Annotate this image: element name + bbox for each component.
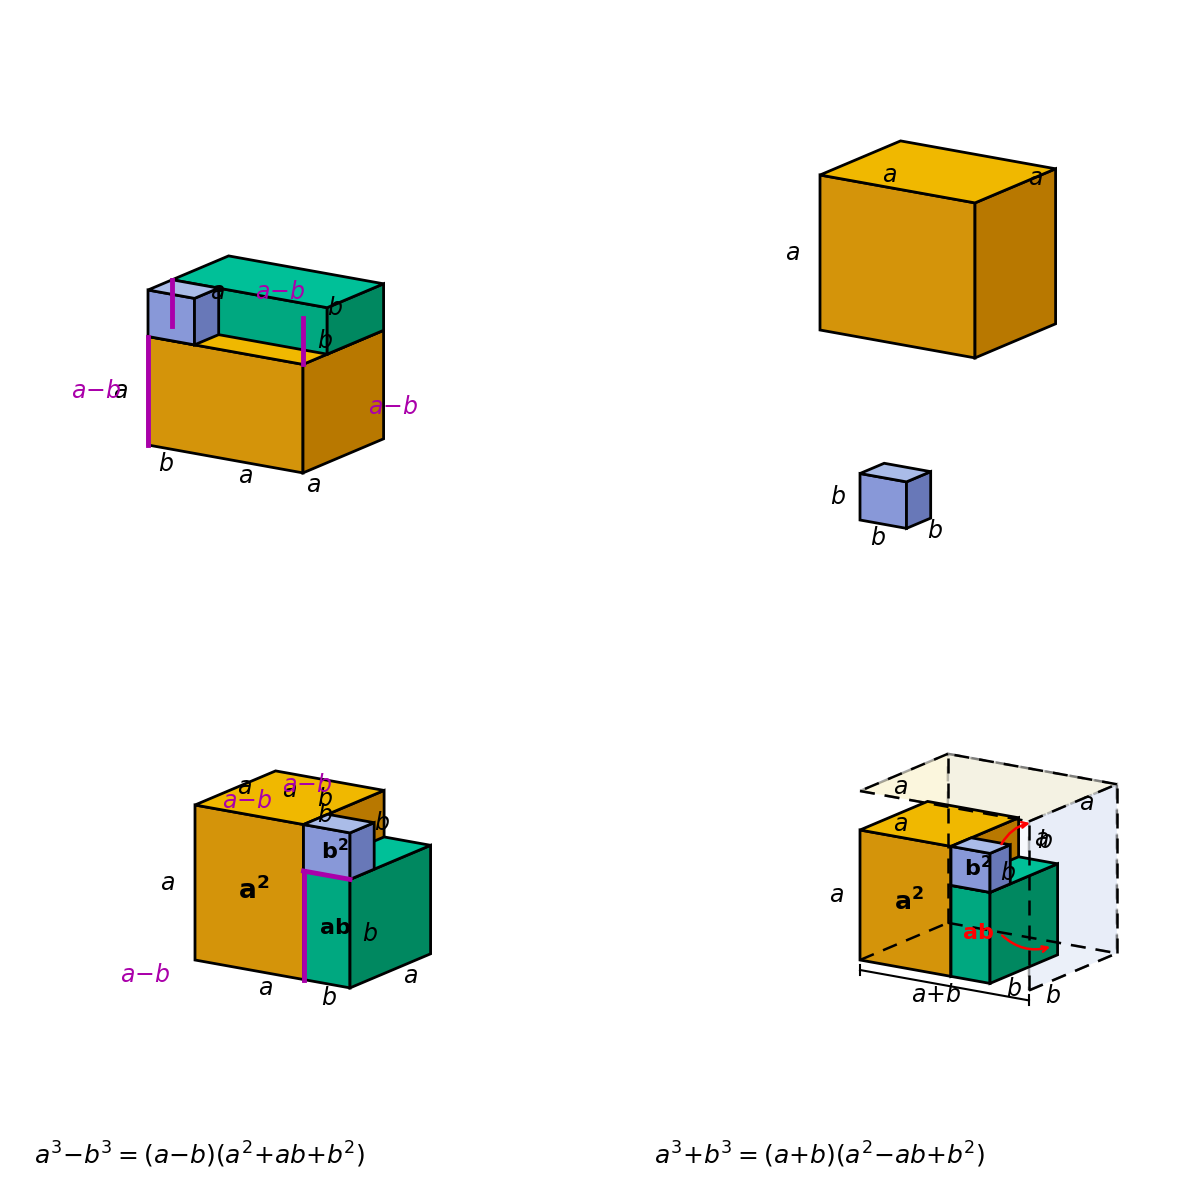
Text: $a^3{-}b^3 = (a{-}b)(a^2{+}ab{+}b^2)$: $a^3{-}b^3 = (a{-}b)(a^2{+}ab{+}b^2)$ (35, 1140, 366, 1170)
Text: $\mathbf{ab}$: $\mathbf{ab}$ (962, 923, 994, 943)
Polygon shape (302, 330, 384, 473)
Polygon shape (860, 463, 931, 482)
Polygon shape (974, 169, 1056, 358)
Polygon shape (860, 754, 1117, 822)
Polygon shape (304, 791, 384, 979)
Text: $a$: $a$ (306, 473, 320, 497)
Polygon shape (952, 838, 1010, 853)
Polygon shape (990, 864, 1057, 984)
Polygon shape (906, 472, 931, 528)
Polygon shape (952, 886, 990, 984)
Polygon shape (304, 836, 431, 880)
Text: $a$: $a$ (882, 163, 896, 187)
Polygon shape (990, 845, 1010, 893)
Text: $\mathbf{a^2}$: $\mathbf{a^2}$ (894, 888, 924, 916)
Polygon shape (820, 140, 1056, 203)
Polygon shape (350, 823, 374, 880)
Polygon shape (304, 824, 350, 880)
Text: $a{-}b$: $a{-}b$ (256, 280, 306, 304)
Polygon shape (194, 805, 304, 979)
Text: $a{-}b$: $a{-}b$ (71, 379, 121, 403)
Text: $\mathbf{b^2}$: $\mathbf{b^2}$ (964, 856, 991, 881)
Text: $b$: $b$ (320, 985, 337, 1009)
Text: $a$: $a$ (893, 775, 908, 799)
Text: $a$: $a$ (828, 883, 844, 907)
Text: $a$: $a$ (210, 280, 224, 304)
Polygon shape (148, 302, 384, 365)
Text: $b$: $b$ (158, 452, 174, 476)
Polygon shape (328, 283, 384, 354)
Text: $a$: $a$ (785, 240, 799, 264)
Text: $b$: $b$ (1037, 829, 1052, 853)
Text: $a$: $a$ (1080, 791, 1094, 815)
Text: $b$: $b$ (328, 295, 343, 319)
Polygon shape (172, 256, 384, 307)
Text: $a$: $a$ (1034, 827, 1049, 851)
Polygon shape (194, 288, 218, 344)
Polygon shape (948, 754, 1117, 953)
Text: $b$: $b$ (870, 526, 886, 550)
Polygon shape (952, 846, 990, 893)
Text: $\mathbf{b^2}$: $\mathbf{b^2}$ (320, 838, 348, 863)
Text: $a{-}b$: $a{-}b$ (282, 773, 332, 797)
Text: $a$: $a$ (282, 778, 298, 802)
Text: $a{-}b$: $a{-}b$ (368, 395, 419, 419)
Text: $b$: $b$ (362, 922, 378, 946)
Polygon shape (148, 290, 194, 344)
Text: $a{-}b$: $a{-}b$ (222, 788, 272, 812)
Polygon shape (148, 280, 218, 299)
Text: $b$: $b$ (374, 811, 390, 835)
Text: $b$: $b$ (317, 803, 332, 827)
Polygon shape (304, 871, 350, 988)
Text: $a$: $a$ (238, 464, 252, 488)
Text: $a$: $a$ (403, 964, 418, 988)
Text: $a$: $a$ (1028, 166, 1043, 190)
Polygon shape (860, 474, 906, 528)
Polygon shape (860, 830, 952, 977)
Text: $a$: $a$ (893, 812, 908, 836)
Text: $a$: $a$ (258, 976, 274, 1000)
Text: $b$: $b$ (1000, 860, 1016, 884)
Text: $b$: $b$ (317, 787, 332, 811)
Polygon shape (952, 817, 1019, 977)
Polygon shape (1030, 785, 1117, 990)
Polygon shape (194, 770, 384, 824)
Polygon shape (172, 280, 328, 354)
Text: $b$: $b$ (317, 329, 332, 353)
Text: $a$: $a$ (113, 379, 127, 403)
Polygon shape (952, 857, 1057, 893)
Polygon shape (820, 175, 974, 358)
Text: $b$: $b$ (830, 485, 846, 509)
Polygon shape (148, 336, 302, 473)
Text: $\mathbf{a^2}$: $\mathbf{a^2}$ (238, 876, 269, 905)
Text: $b$: $b$ (1045, 984, 1061, 1008)
Text: $a{-}b$: $a{-}b$ (120, 962, 170, 986)
Polygon shape (304, 815, 374, 833)
Text: $a^3{+}b^3 = (a{+}b)(a^2{-}ab{+}b^2)$: $a^3{+}b^3 = (a{+}b)(a^2{-}ab{+}b^2)$ (654, 1140, 985, 1170)
Text: $b$: $b$ (926, 520, 942, 544)
Text: $a{+}b$: $a{+}b$ (912, 983, 961, 1007)
Text: $a$: $a$ (236, 775, 252, 799)
Polygon shape (860, 802, 1019, 846)
Polygon shape (350, 845, 431, 988)
Text: $a$: $a$ (160, 870, 174, 894)
Text: $b$: $b$ (1007, 977, 1022, 1001)
Text: $\mathbf{ab}$: $\mathbf{ab}$ (319, 918, 350, 937)
